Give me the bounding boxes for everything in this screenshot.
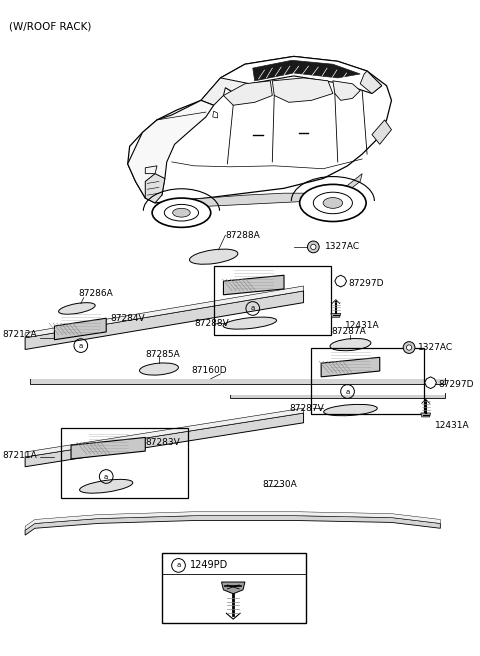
Text: 87230A: 87230A — [263, 480, 297, 489]
Polygon shape — [421, 413, 431, 417]
Text: 87287V: 87287V — [289, 403, 324, 413]
Circle shape — [403, 342, 415, 354]
Text: 87287A: 87287A — [331, 327, 366, 337]
Text: a: a — [104, 474, 108, 480]
Ellipse shape — [173, 209, 190, 217]
Text: 87211A: 87211A — [3, 451, 37, 459]
Text: 87288V: 87288V — [194, 319, 229, 327]
Polygon shape — [425, 377, 436, 388]
Polygon shape — [30, 378, 445, 384]
Text: a: a — [79, 342, 83, 348]
Polygon shape — [335, 276, 347, 287]
Text: 87160D: 87160D — [191, 367, 227, 375]
Circle shape — [407, 345, 412, 350]
Text: 1327AC: 1327AC — [418, 343, 453, 352]
Text: 87285A: 87285A — [145, 350, 180, 359]
Polygon shape — [201, 78, 250, 105]
Text: 87283V: 87283V — [145, 438, 180, 447]
Polygon shape — [25, 512, 440, 530]
Ellipse shape — [323, 197, 343, 209]
Polygon shape — [172, 174, 362, 208]
Polygon shape — [360, 71, 382, 94]
Polygon shape — [25, 408, 303, 457]
Text: 1327AC: 1327AC — [325, 243, 360, 251]
Polygon shape — [25, 286, 303, 338]
Polygon shape — [230, 394, 445, 398]
Polygon shape — [272, 78, 333, 102]
Polygon shape — [25, 413, 303, 466]
Polygon shape — [221, 582, 245, 594]
Polygon shape — [71, 438, 145, 459]
Text: 12431A: 12431A — [345, 321, 379, 329]
Ellipse shape — [59, 302, 95, 314]
Ellipse shape — [223, 317, 276, 329]
Polygon shape — [220, 56, 382, 94]
Text: 87286A: 87286A — [79, 289, 114, 298]
Text: 87212A: 87212A — [3, 331, 37, 339]
Text: a: a — [251, 306, 255, 312]
Polygon shape — [253, 60, 360, 81]
Text: 1249PD: 1249PD — [190, 560, 228, 571]
Text: (W/ROOF RACK): (W/ROOF RACK) — [9, 21, 91, 31]
Text: 87284V: 87284V — [110, 314, 145, 323]
Text: a: a — [346, 388, 349, 394]
Ellipse shape — [140, 363, 179, 375]
Text: 87297D: 87297D — [438, 380, 474, 389]
Circle shape — [311, 244, 316, 249]
Polygon shape — [224, 276, 284, 295]
Polygon shape — [224, 81, 272, 105]
Text: a: a — [176, 562, 180, 568]
Ellipse shape — [324, 404, 377, 416]
Ellipse shape — [330, 338, 371, 351]
Polygon shape — [333, 81, 360, 100]
Polygon shape — [230, 394, 445, 395]
Text: 87288A: 87288A — [226, 231, 260, 239]
Ellipse shape — [80, 480, 133, 493]
Polygon shape — [30, 378, 445, 379]
Ellipse shape — [152, 198, 211, 228]
Ellipse shape — [190, 249, 238, 264]
Polygon shape — [321, 358, 380, 377]
Polygon shape — [213, 111, 217, 118]
Polygon shape — [331, 314, 341, 318]
Polygon shape — [145, 166, 157, 174]
Circle shape — [308, 241, 319, 253]
Polygon shape — [25, 516, 440, 535]
Polygon shape — [25, 291, 303, 350]
Polygon shape — [128, 56, 392, 203]
Polygon shape — [372, 120, 392, 144]
Polygon shape — [128, 100, 214, 198]
Text: 87297D: 87297D — [348, 279, 384, 287]
Ellipse shape — [300, 184, 366, 222]
Text: 12431A: 12431A — [435, 421, 470, 430]
Polygon shape — [54, 318, 106, 340]
Polygon shape — [145, 174, 165, 203]
